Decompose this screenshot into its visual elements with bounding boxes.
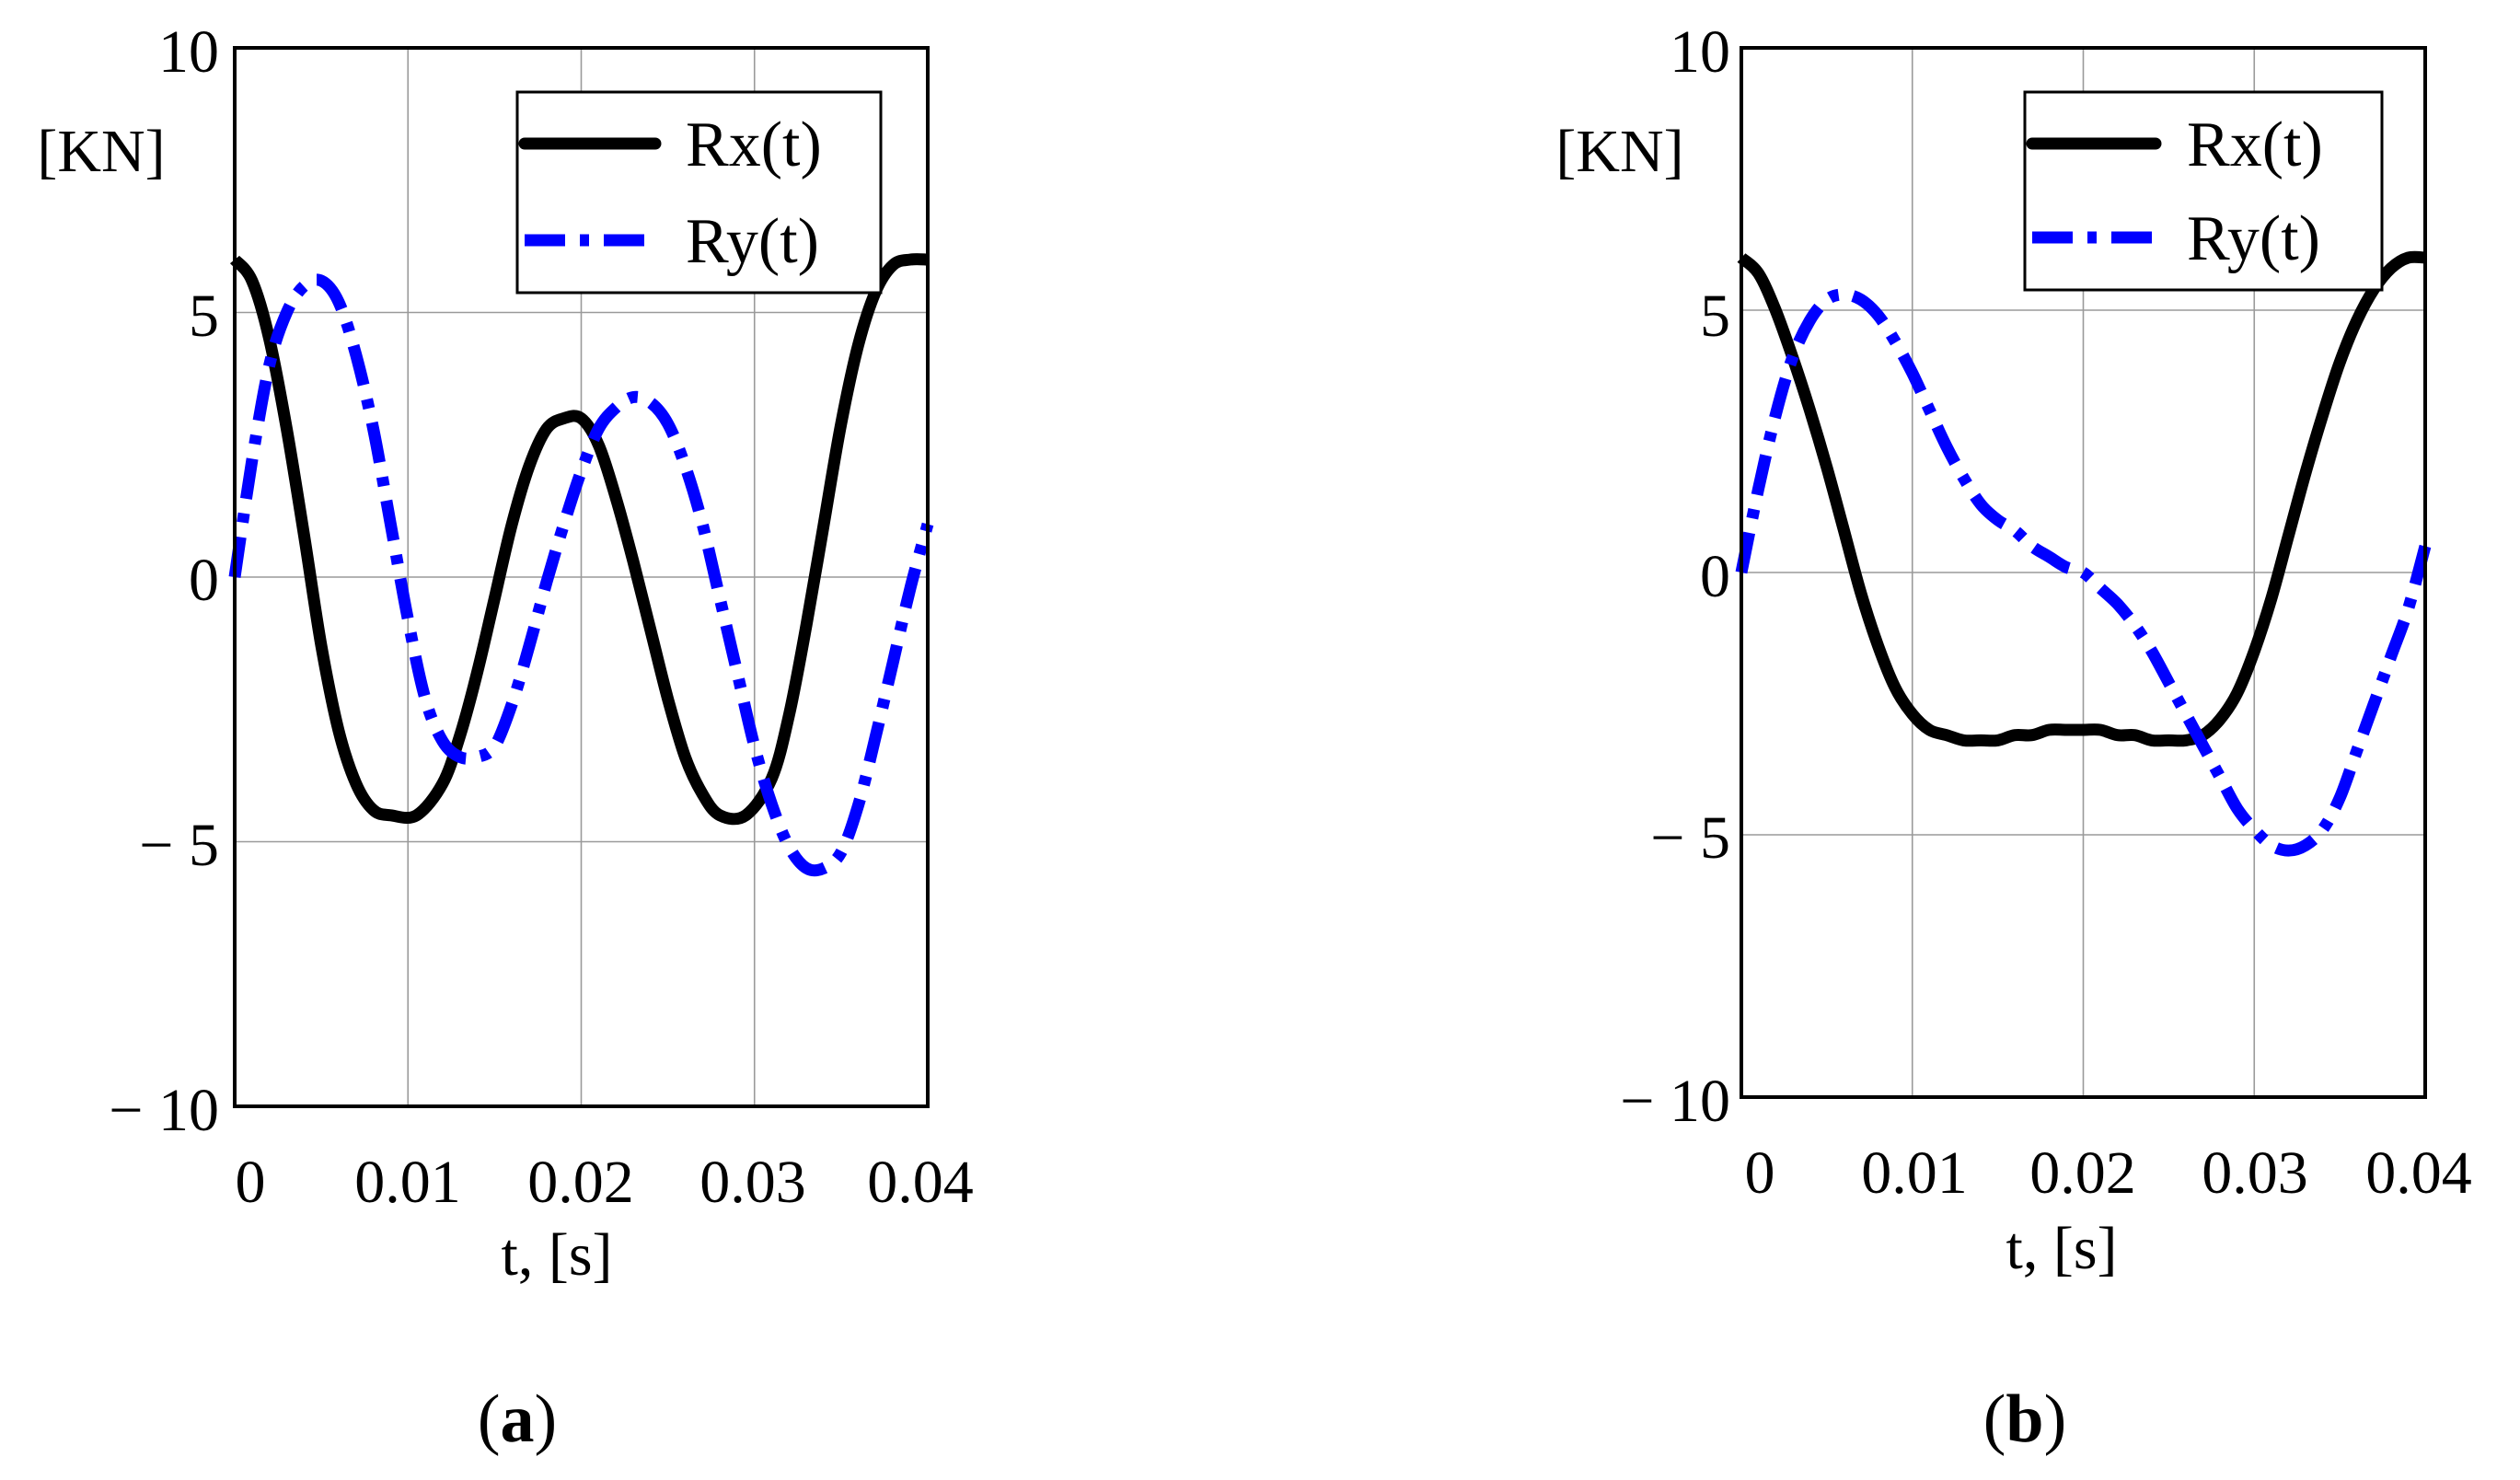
y-tick-label: 0 [1700,543,1730,610]
x-axis-label-a: t, [s] [502,1221,613,1289]
legend-b: Rx(t) Ry(t) [2023,90,2384,292]
y-tick-label: 10 [158,18,219,86]
legend-box-b [2023,90,2384,292]
x-tick-label: 0.01 [354,1149,461,1216]
chart-panel-b: 10 5 0 − 5 − 10 0 0.01 0.02 0.03 0.04 [K… [1555,18,2471,1457]
panel-label-a: (a) [478,1382,557,1457]
legend-label-rx: Rx(t) [686,110,822,180]
y-tick-label: 5 [1700,283,1730,350]
plot-frame-a [233,46,930,1108]
x-tick-label: 0.04 [867,1149,974,1216]
panel-label-a-letter: a [501,1382,535,1457]
x-tick-label: 0.03 [699,1149,806,1216]
y-tick-label: − 5 [1650,804,1730,872]
x-axis-label-b: t, [s] [2006,1215,2118,1282]
y-tick-label: − 5 [139,812,219,879]
x-tick-label: 0.04 [2365,1139,2472,1207]
y-axis-label-b: [KN] [1555,118,1683,185]
x-tick-label: 0.02 [2029,1139,2136,1207]
series-line-ry [1735,288,2432,857]
x-tick-label: 0 [236,1149,266,1216]
legend-a: Rx(t) Ry(t) [515,90,883,295]
legend-label-rx: Rx(t) [2187,110,2323,180]
x-tick-label: 0.01 [1861,1139,1968,1207]
series-line-rx [229,253,929,826]
x-tick-labels-a: 0 0.01 0.02 0.03 0.04 [236,1149,974,1216]
y-tick-label: 0 [189,547,219,614]
panel-label-b: (b) [1983,1382,2066,1457]
x-tick-label: 0 [1745,1139,1775,1207]
y-tick-labels-b: 10 5 0 − 5 − 10 [1620,18,1730,1135]
curves-a [228,253,934,877]
series-line-ry [228,273,934,877]
legend-box-a [515,90,883,295]
legend-label-ry: Ry(t) [686,206,819,277]
chart-panel-a: 10 5 0 − 5 − 10 0 0.01 0.02 0.03 0.04 [K… [37,18,973,1457]
y-tick-label: 5 [189,283,219,350]
legend-label-ry: Ry(t) [2187,203,2320,274]
x-tick-label: 0.03 [2202,1139,2308,1207]
y-tick-label: − 10 [109,1077,219,1144]
y-tick-label: − 10 [1620,1068,1730,1135]
panel-label-b-letter: b [2006,1382,2043,1457]
y-axis-label-a: [KN] [37,118,165,185]
y-tick-labels-a: 10 5 0 − 5 − 10 [109,18,219,1144]
y-tick-label: 10 [1670,18,1730,86]
x-tick-labels-b: 0 0.01 0.02 0.03 0.04 [1745,1139,2472,1207]
series-line-rx [1737,250,2426,747]
curves-b [1735,250,2432,857]
plot-frame-b [1740,46,2427,1099]
x-tick-label: 0.02 [527,1149,634,1216]
